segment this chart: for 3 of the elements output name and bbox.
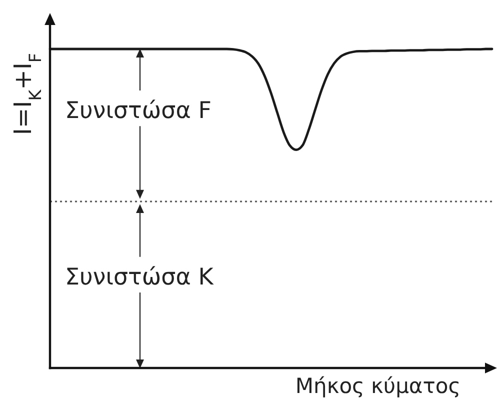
annotation: Συνιστώσα F	[65, 98, 212, 124]
annotation: Συνιστώσα K	[65, 264, 214, 290]
x-axis-title: Μήκος κύματος	[295, 374, 461, 398]
